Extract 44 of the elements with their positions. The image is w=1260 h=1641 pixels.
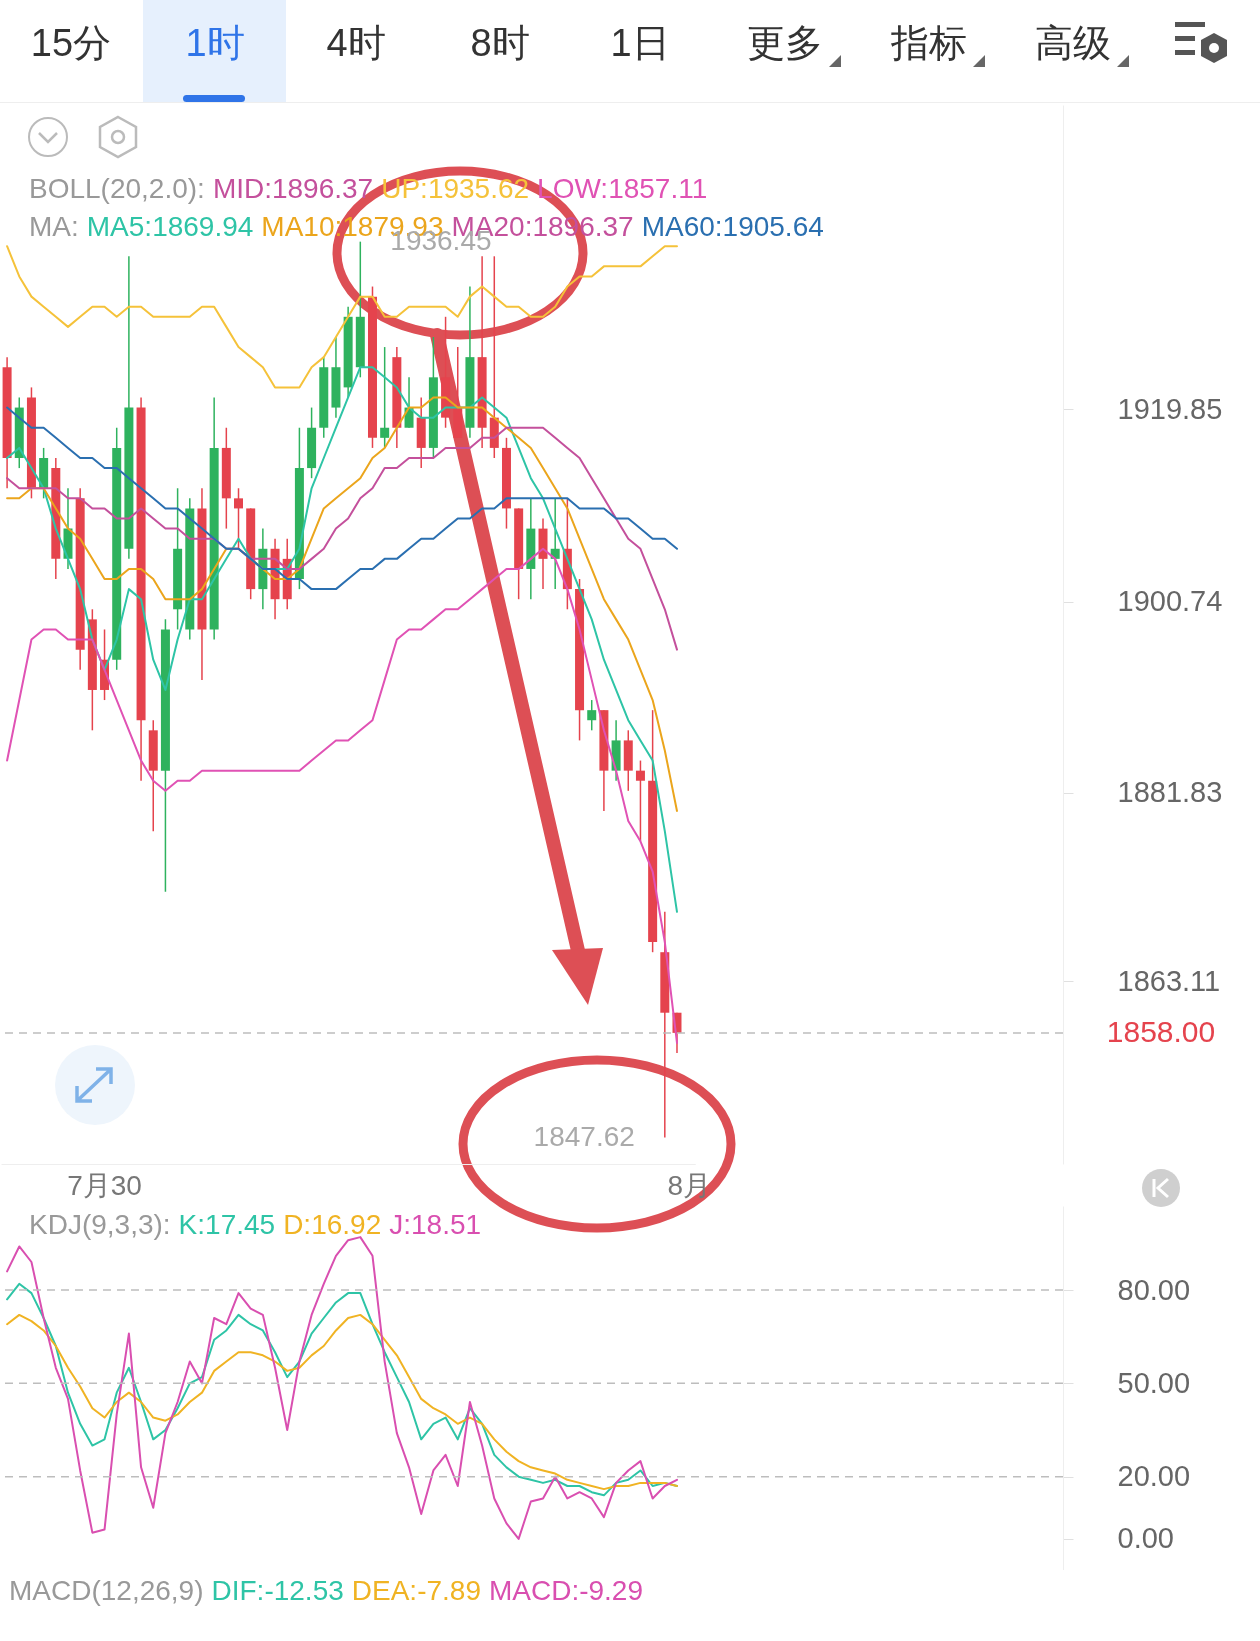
y-tick-label: 1919.85 (1117, 392, 1223, 425)
text: D:16.92 (283, 1209, 382, 1240)
x-tick-label: 8月 (667, 1169, 711, 1201)
candlestick (234, 487, 244, 550)
line-series (6, 396, 678, 812)
y-tick-label: 50.00 (1117, 1366, 1191, 1399)
candlestick (380, 346, 390, 449)
y-tick-label: 1881.83 (1117, 776, 1223, 809)
y-tick-label: 80.00 (1117, 1273, 1191, 1306)
text: DIF:-12.53 (211, 1575, 344, 1606)
text: 8时 (470, 21, 530, 66)
y-tick-label: 20.00 (1117, 1460, 1191, 1493)
y-tick-label: 1900.74 (1117, 585, 1223, 618)
text: 指标 (891, 21, 967, 66)
line-series (6, 547, 678, 1044)
text: LOW:1857.11 (537, 173, 708, 204)
line-series (6, 366, 678, 913)
text: 更多 (747, 21, 823, 66)
text: MA60:1905.64 (641, 211, 824, 242)
text: DEA:-7.89 (351, 1575, 481, 1606)
annotation: 1847.62 (533, 1120, 635, 1152)
y-tick-label: 0.00 (1117, 1522, 1174, 1555)
text: MACD:-9.29 (488, 1575, 644, 1606)
series-label: J:18.51 (389, 1209, 482, 1240)
x-tick-label: 7月30 (67, 1169, 142, 1201)
text: 15分 (30, 21, 112, 66)
text: 1时 (185, 21, 245, 66)
text: UP:1935.62 (381, 173, 530, 204)
text: MACD(12,26,9) (9, 1575, 204, 1606)
line-series (6, 406, 678, 591)
text: 高级 (1035, 21, 1111, 66)
y-tick-label: 1863.11 (1117, 964, 1221, 997)
annotation: BOLL(20,2.0): (29, 173, 205, 204)
text: 4时 (326, 21, 386, 66)
line-series (6, 1313, 678, 1491)
line-series (6, 426, 678, 651)
text: 1日 (610, 21, 670, 66)
text: MA5:1869.94 (86, 211, 254, 242)
text: K:17.45 (178, 1209, 276, 1240)
annotation: MA: (29, 211, 79, 242)
ref-line-label: 1858.00 (1106, 1014, 1216, 1048)
annotation: KDJ(9,3,3): (29, 1209, 171, 1240)
candlestick (587, 699, 597, 732)
annotation: MID:1896.37 (212, 173, 374, 204)
